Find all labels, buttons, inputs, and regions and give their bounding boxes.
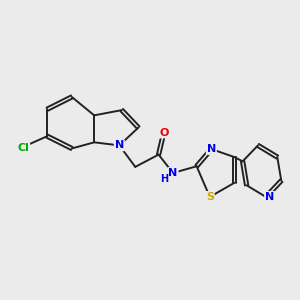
Text: N: N (207, 144, 216, 154)
Text: N: N (168, 168, 178, 178)
Text: S: S (206, 192, 214, 202)
Text: N: N (265, 192, 274, 202)
Text: H: H (160, 174, 169, 184)
Text: N: N (115, 140, 124, 150)
Text: O: O (159, 128, 169, 137)
Text: Cl: Cl (17, 143, 29, 154)
